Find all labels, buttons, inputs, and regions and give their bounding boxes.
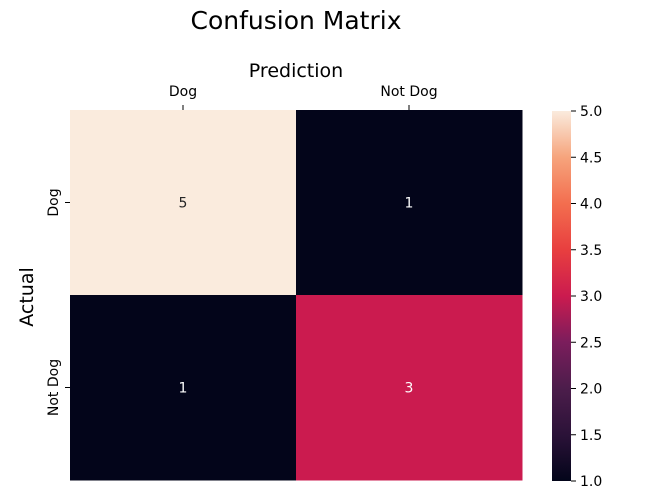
y-tick-label-0: Dog (46, 188, 62, 216)
colorbar-tick-label-3: 3.5 (580, 243, 602, 259)
colorbar-tick-label-5: 2.5 (580, 335, 602, 351)
colorbar-ticks: 5.0 4.5 4.0 3.5 3.0 2.5 2.0 1.5 1.0 (571, 104, 602, 490)
cell-annotation-1-0: 1 (179, 381, 188, 397)
colorbar: 5.0 4.5 4.0 3.5 3.0 2.5 2.0 1.5 1.0 (552, 104, 602, 490)
x-tick-label-0: Dog (169, 84, 197, 100)
colorbar-tick-label-1: 4.5 (580, 150, 602, 166)
x-tick-label-1: Not Dog (380, 84, 437, 100)
colorbar-tick-label-6: 2.0 (580, 382, 602, 398)
colorbar-tick-label-7: 1.5 (580, 428, 602, 444)
cell-annotation-1-1: 3 (405, 381, 414, 397)
colorbar-tick-label-0: 5.0 (580, 104, 602, 120)
chart-title: Confusion Matrix (190, 6, 401, 35)
heatmap-cells: 5 1 1 3 (70, 110, 523, 481)
y-axis-label: Actual (16, 267, 38, 327)
colorbar-tick-label-4: 3.0 (580, 289, 602, 305)
y-tick-label-1: Not Dog (46, 359, 62, 416)
x-axis-label: Prediction (249, 60, 343, 82)
colorbar-tick-label-2: 4.0 (580, 197, 602, 213)
colorbar-tick-label-8: 1.0 (580, 474, 602, 490)
cell-annotation-0-1: 1 (405, 196, 414, 212)
cell-annotation-0-0: 5 (179, 196, 188, 212)
colorbar-gradient (552, 111, 571, 481)
